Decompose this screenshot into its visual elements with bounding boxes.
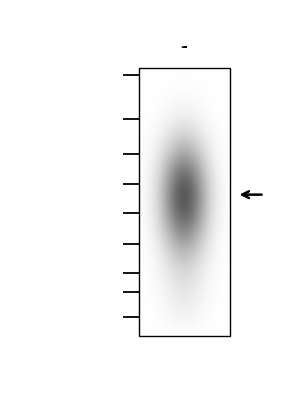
Text: 1: 1 xyxy=(179,46,190,61)
Text: 50: 50 xyxy=(104,207,121,220)
Bar xyxy=(139,48,230,68)
Bar xyxy=(230,48,269,356)
Text: 250: 250 xyxy=(96,68,121,81)
Text: 20: 20 xyxy=(105,286,121,298)
Text: 35: 35 xyxy=(104,237,121,250)
Text: 70: 70 xyxy=(105,178,121,191)
Bar xyxy=(139,68,230,336)
Bar xyxy=(37,48,139,356)
Text: 15: 15 xyxy=(104,310,121,323)
Text: 100: 100 xyxy=(96,147,121,160)
Text: 150: 150 xyxy=(96,112,121,125)
Text: 25: 25 xyxy=(104,266,121,279)
Bar xyxy=(139,336,230,356)
Bar xyxy=(139,68,230,336)
